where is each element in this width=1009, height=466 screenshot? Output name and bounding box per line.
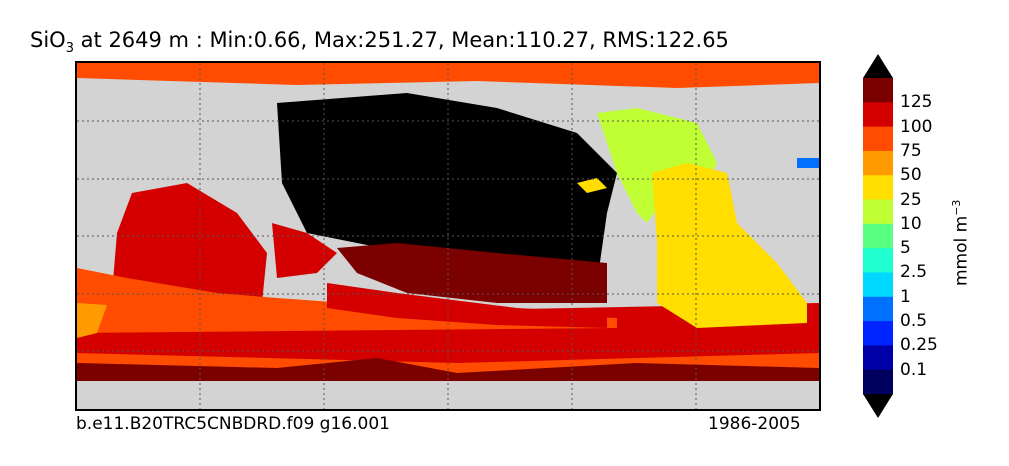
colorbar-segment: [863, 369, 893, 395]
region-south-pacific-125: [337, 243, 607, 303]
colorbar-tick-label: 0.5: [900, 311, 928, 332]
colorbar-segment: [863, 175, 893, 201]
colorbar-segment: [863, 199, 893, 225]
case-label: b.e11.B20TRC5CNBDRD.f09 g16.001: [76, 414, 390, 434]
colorbar-tick-label: 5: [900, 238, 911, 259]
colorbar-tick-label: 10: [900, 213, 922, 234]
colorbar-segment: [863, 296, 893, 322]
colorbar-segment: [863, 321, 893, 346]
colorbar: [863, 54, 893, 418]
region-antarctica: [77, 383, 819, 409]
map-panel: [75, 61, 821, 411]
colorbar-tick-label: 75: [900, 140, 922, 161]
colorbar-tick-label: 50: [900, 165, 922, 186]
region-agulhas-50: [77, 303, 107, 338]
colorbar-tick-label: 25: [900, 189, 922, 210]
colorbar-segment: [863, 150, 893, 176]
colorbar-tick-label: 125: [900, 92, 933, 113]
region-indian-ocean-east: [272, 223, 337, 278]
colorbar-tick-label: 0.1: [900, 359, 928, 380]
region-southern-band: [77, 323, 819, 363]
region-southern-ocean-125: [77, 358, 819, 381]
region-indian-ocean: [112, 183, 267, 308]
years-label: 1986-2005: [708, 414, 801, 434]
colorbar-segment: [863, 223, 893, 249]
colorbar-tick-label: 1: [900, 286, 911, 307]
colorbar-segment: [863, 126, 893, 152]
colorbar-segment: [863, 272, 893, 298]
ocean-map: [77, 63, 819, 409]
colorbar-top-triangle: [863, 54, 893, 78]
region-mediterranean: [797, 158, 819, 168]
colorbar-segment: [863, 102, 893, 128]
colorbar-bottom-triangle: [863, 394, 893, 418]
region-north-atlantic-10: [597, 108, 717, 223]
map-title: SiO3 at 2649 m : Min:0.66, Max:251.27, M…: [30, 28, 729, 57]
colorbar-tick-label: 0.25: [900, 335, 938, 356]
colorbar-units: mmol m−3: [950, 199, 972, 286]
colorbar-tick-label: 100: [900, 116, 933, 137]
region-arctic-75: [77, 63, 819, 88]
colorbar-segment: [863, 78, 893, 103]
graticule: [77, 63, 819, 409]
region-caribbean-25: [577, 178, 607, 193]
colorbar-segment: [863, 248, 893, 273]
colorbar-segment: [863, 345, 893, 371]
region-atlantic-25: [652, 163, 807, 328]
colorbar-tick-label: 2.5: [900, 262, 928, 283]
